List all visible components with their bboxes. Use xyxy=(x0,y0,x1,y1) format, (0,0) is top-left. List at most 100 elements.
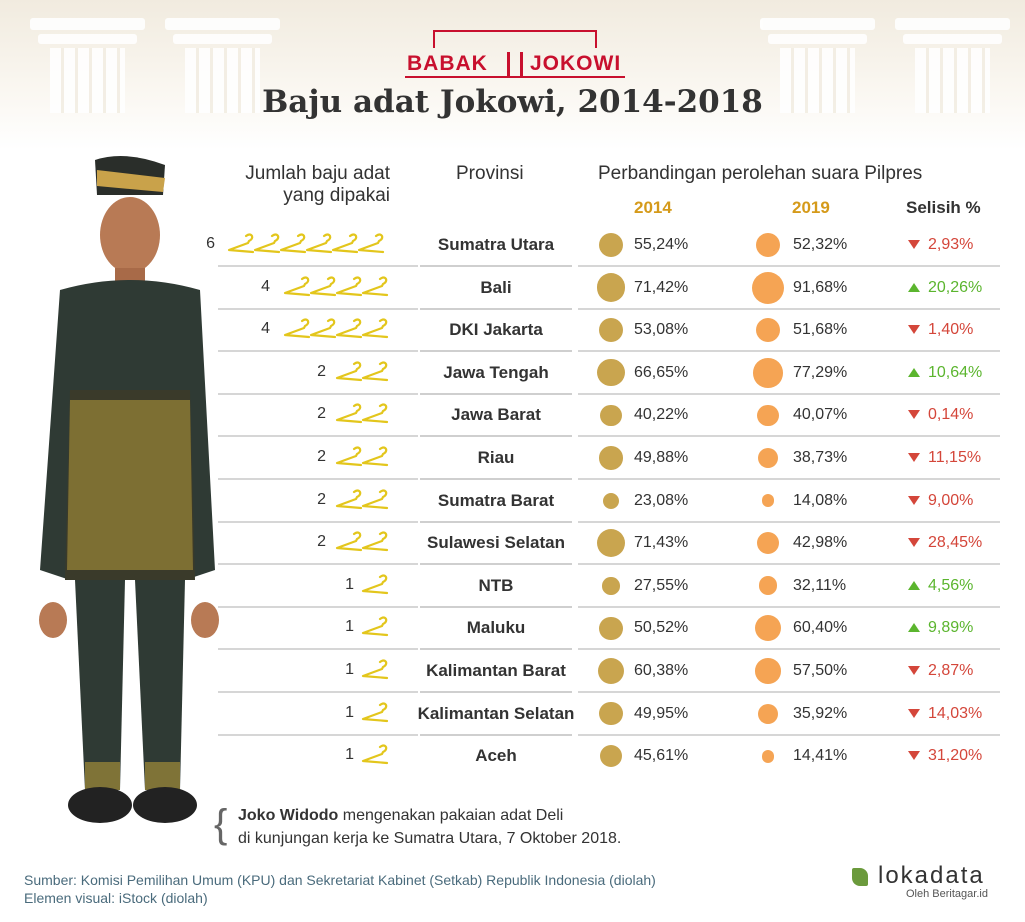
value-2014: 40,22% xyxy=(634,406,689,424)
circle-2019 xyxy=(761,494,775,507)
row-separator xyxy=(218,392,418,395)
pillar-decoration xyxy=(165,18,280,113)
source-line1: Sumber: Komisi Pemilihan Umum (KPU) dan … xyxy=(24,872,656,888)
diff-value: 2,87% xyxy=(928,662,974,679)
row-separator xyxy=(578,563,1000,566)
lokadata-brand: lokadata Oleh Beritagar.id xyxy=(852,862,1012,907)
hanger-icon xyxy=(361,531,389,552)
up-triangle-icon xyxy=(908,623,920,633)
row-separator xyxy=(420,265,572,267)
hanger-count: 4 xyxy=(261,277,270,295)
province-header: Provinsi xyxy=(456,163,524,184)
circle-2019 xyxy=(757,532,779,555)
province-name: Jawa Tengah xyxy=(443,362,549,382)
row-separator xyxy=(578,392,1000,395)
row-separator xyxy=(218,691,418,693)
logo-part2: JOKOWI xyxy=(530,52,622,75)
count-header-line2: yang dipakai xyxy=(283,185,390,206)
value-2019: 14,41% xyxy=(793,747,848,765)
row-separator xyxy=(578,520,1000,523)
lokadata-logo-icon xyxy=(852,868,868,886)
value-2014: 60,38% xyxy=(634,662,689,679)
row-separator xyxy=(218,563,418,566)
value-2019: 38,73% xyxy=(793,449,848,466)
hanger-icon xyxy=(283,276,311,296)
down-triangle-icon xyxy=(908,708,920,718)
hanger-icon xyxy=(361,318,389,339)
down-triangle-icon xyxy=(908,325,920,335)
row-separator xyxy=(420,691,572,693)
row-separator xyxy=(578,265,1000,267)
up-triangle-icon xyxy=(908,282,920,292)
circle-2019 xyxy=(757,404,779,426)
hanger-icon xyxy=(227,233,255,254)
value-2014: 71,43% xyxy=(634,534,689,552)
row-separator xyxy=(578,307,1000,310)
circle-2019 xyxy=(758,576,778,596)
row-separator xyxy=(578,478,1000,480)
value-2014: 49,88% xyxy=(634,449,689,466)
value-2019: 91,68% xyxy=(793,278,848,296)
province-name: Sumatra Utara xyxy=(437,235,555,254)
hanger-count: 2 xyxy=(317,405,326,423)
hanger-count: 2 xyxy=(317,490,326,508)
caption-brace: { xyxy=(214,802,228,846)
province-name: Aceh xyxy=(475,746,517,766)
down-triangle-icon xyxy=(908,410,920,420)
circle-2019 xyxy=(755,658,781,684)
circle-2019 xyxy=(757,703,779,724)
circle-2019 xyxy=(755,318,781,343)
circle-2019 xyxy=(754,615,781,642)
hanger-icon xyxy=(361,446,389,467)
province-name: Sumatra Barat xyxy=(437,490,555,510)
province-name: Bali xyxy=(480,277,512,297)
hanger-count: 1 xyxy=(345,661,354,678)
hanger-icon xyxy=(335,531,363,552)
up-triangle-icon xyxy=(908,367,920,377)
hanger-icon xyxy=(309,276,337,296)
circle-2019 xyxy=(761,749,775,763)
hanger-count: 2 xyxy=(317,448,326,465)
value-2014: 27,55% xyxy=(634,576,689,594)
value-2019: 32,11% xyxy=(793,576,847,594)
caption-line2: di kunjungan kerja ke Sumatra Utara, 7 O… xyxy=(238,830,622,847)
caption-name: Joko Widodo xyxy=(238,807,339,824)
pillar-decoration xyxy=(895,18,1010,113)
value-2014: 53,08% xyxy=(634,321,689,339)
diff-value: 9,89% xyxy=(928,619,974,637)
row-separator xyxy=(578,605,1000,608)
row-separator xyxy=(218,307,418,310)
lokadata-by: Oleh Beritagar.id xyxy=(906,888,988,900)
down-triangle-icon xyxy=(908,453,920,462)
value-2014: 55,24% xyxy=(634,236,689,253)
circle-2014 xyxy=(597,359,625,387)
source-line2: Elemen visual: iStock (diolah) xyxy=(24,890,208,906)
row-separator xyxy=(420,648,572,651)
province-name: Kalimantan Barat xyxy=(426,661,566,680)
province-name: Kalimantan Selatan xyxy=(417,703,575,723)
circle-2019 xyxy=(753,358,783,388)
row-separator xyxy=(218,520,418,523)
row-separator xyxy=(420,520,572,523)
row-separator xyxy=(578,733,1000,736)
source-note: Sumber: Komisi Pemilihan Umum (KPU) dan … xyxy=(24,871,656,907)
hanger-icon xyxy=(309,318,337,339)
hanger-icon xyxy=(335,361,363,381)
hanger-count: 2 xyxy=(317,533,326,551)
diff-value: 1,40% xyxy=(928,321,974,339)
hanger-count: 1 xyxy=(345,746,354,764)
circle-2014 xyxy=(602,492,620,509)
row-separator xyxy=(420,307,572,310)
pillar-decoration xyxy=(760,18,875,113)
diff-value: 11,15% xyxy=(928,449,982,466)
province-name: Jawa Barat xyxy=(451,405,541,425)
down-triangle-icon xyxy=(908,495,920,505)
value-2019: 40,07% xyxy=(793,406,848,424)
province-name: Sulawesi Selatan xyxy=(427,533,565,553)
hanger-icon xyxy=(335,403,363,424)
up-triangle-icon xyxy=(908,580,920,590)
hanger-icon xyxy=(335,318,363,339)
circle-2014 xyxy=(598,318,624,343)
value-2019: 51,68% xyxy=(793,321,848,339)
circle-2014 xyxy=(599,701,623,726)
